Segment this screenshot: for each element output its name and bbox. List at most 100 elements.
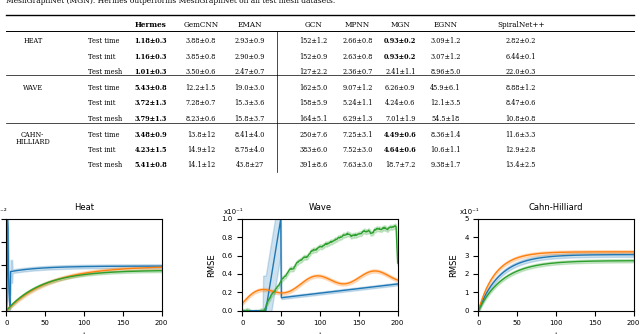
Text: Test init: Test init xyxy=(88,53,115,60)
Text: 6.44±0.1: 6.44±0.1 xyxy=(506,53,536,60)
Text: 43.8±27: 43.8±27 xyxy=(236,161,264,169)
Text: Test mesh: Test mesh xyxy=(88,115,122,123)
Text: 7.52±3.0: 7.52±3.0 xyxy=(342,146,373,154)
Text: 164±5.1: 164±5.1 xyxy=(300,115,328,123)
Text: 3.48±0.9: 3.48±0.9 xyxy=(134,131,167,139)
Title: Wave: Wave xyxy=(308,203,332,212)
Text: 9.38±1.7: 9.38±1.7 xyxy=(430,161,461,169)
Text: 13.8±12: 13.8±12 xyxy=(187,131,215,139)
Title: Heat: Heat xyxy=(74,203,94,212)
Text: 5.43±0.8: 5.43±0.8 xyxy=(134,84,167,92)
Text: 8.47±0.6: 8.47±0.6 xyxy=(506,99,536,107)
Text: 1.18±0.3: 1.18±0.3 xyxy=(134,37,167,45)
Y-axis label: RMSE: RMSE xyxy=(207,253,216,277)
Text: 12.1±3.5: 12.1±3.5 xyxy=(430,99,461,107)
Text: EMAN: EMAN xyxy=(237,21,262,29)
Text: MPNN: MPNN xyxy=(345,21,370,29)
Text: 391±8.6: 391±8.6 xyxy=(300,161,328,169)
Text: 8.23±0.6: 8.23±0.6 xyxy=(186,115,216,123)
Text: x10⁻¹: x10⁻¹ xyxy=(460,209,479,215)
Title: Cahn-Hilliard: Cahn-Hilliard xyxy=(529,203,583,212)
Text: 2.66±0.8: 2.66±0.8 xyxy=(342,37,373,45)
Text: GemCNN: GemCNN xyxy=(183,21,218,29)
Text: 19.0±3.0: 19.0±3.0 xyxy=(235,84,265,92)
Text: 6.29±1.3: 6.29±1.3 xyxy=(342,115,373,123)
Text: 4.23±1.5: 4.23±1.5 xyxy=(134,146,167,154)
Text: MGN: MGN xyxy=(390,21,410,29)
Text: 10.8±0.8: 10.8±0.8 xyxy=(506,115,536,123)
Text: 2.93±0.9: 2.93±0.9 xyxy=(235,37,265,45)
Text: HILLIARD: HILLIARD xyxy=(15,138,50,146)
Text: 13.4±2.5: 13.4±2.5 xyxy=(506,161,536,169)
Text: 22.0±0.3: 22.0±0.3 xyxy=(506,68,536,76)
X-axis label: t: t xyxy=(83,332,86,334)
Text: 8.75±4.0: 8.75±4.0 xyxy=(235,146,265,154)
Text: MeshGraphNet (MGN). Hermes outperforms MeshGraphNet on all test mesh datasets.: MeshGraphNet (MGN). Hermes outperforms M… xyxy=(6,0,335,5)
Text: WAVE: WAVE xyxy=(22,84,43,92)
Text: 8.36±1.4: 8.36±1.4 xyxy=(430,131,461,139)
Text: 15.3±3.6: 15.3±3.6 xyxy=(235,99,265,107)
Text: 8.96±5.0: 8.96±5.0 xyxy=(430,68,461,76)
Text: 3.07±1.2: 3.07±1.2 xyxy=(430,53,461,60)
Text: Test time: Test time xyxy=(88,84,120,92)
Text: 2.41±1.1: 2.41±1.1 xyxy=(385,68,415,76)
Text: 5.41±0.8: 5.41±0.8 xyxy=(134,161,167,169)
Text: SpiralNet++: SpiralNet++ xyxy=(497,21,545,29)
Text: 3.09±1.2: 3.09±1.2 xyxy=(430,37,461,45)
Text: 3.85±0.8: 3.85±0.8 xyxy=(186,53,216,60)
Text: 45.9±6.1: 45.9±6.1 xyxy=(430,84,461,92)
Text: x10⁻¹: x10⁻¹ xyxy=(224,209,243,215)
Text: 2.90±0.9: 2.90±0.9 xyxy=(235,53,265,60)
Text: 8.88±1.2: 8.88±1.2 xyxy=(506,84,536,92)
Text: 18.7±7.2: 18.7±7.2 xyxy=(385,161,415,169)
Text: 54.5±18: 54.5±18 xyxy=(431,115,460,123)
Text: 1.01±0.3: 1.01±0.3 xyxy=(134,68,167,76)
Text: 12.2±1.5: 12.2±1.5 xyxy=(186,84,216,92)
Text: 250±7.6: 250±7.6 xyxy=(300,131,328,139)
Text: 11.6±3.3: 11.6±3.3 xyxy=(506,131,536,139)
Text: GCN: GCN xyxy=(305,21,323,29)
Text: 7.01±1.9: 7.01±1.9 xyxy=(385,115,415,123)
Text: 6.26±0.9: 6.26±0.9 xyxy=(385,84,415,92)
Text: EGNN: EGNN xyxy=(433,21,458,29)
Text: 3.88±0.8: 3.88±0.8 xyxy=(186,37,216,45)
Text: 1.16±0.3: 1.16±0.3 xyxy=(134,53,167,60)
Text: 7.25±3.1: 7.25±3.1 xyxy=(342,131,373,139)
Text: 7.28±0.7: 7.28±0.7 xyxy=(186,99,216,107)
Text: Test time: Test time xyxy=(88,131,120,139)
Text: 14.9±12: 14.9±12 xyxy=(187,146,215,154)
Text: 7.63±3.0: 7.63±3.0 xyxy=(342,161,373,169)
X-axis label: t: t xyxy=(554,332,557,334)
Text: 15.8±3.7: 15.8±3.7 xyxy=(235,115,265,123)
Text: 10.6±1.1: 10.6±1.1 xyxy=(430,146,461,154)
Text: 3.72±1.3: 3.72±1.3 xyxy=(134,99,167,107)
Text: 0.93±0.2: 0.93±0.2 xyxy=(384,37,417,45)
Text: 152±0.9: 152±0.9 xyxy=(300,53,328,60)
Text: 3.79±1.3: 3.79±1.3 xyxy=(134,115,167,123)
Text: 0.93±0.2: 0.93±0.2 xyxy=(384,53,417,60)
Text: 12.9±2.8: 12.9±2.8 xyxy=(506,146,536,154)
Text: HEAT: HEAT xyxy=(23,37,42,45)
Text: 2.63±0.8: 2.63±0.8 xyxy=(342,53,373,60)
Text: 3.50±0.6: 3.50±0.6 xyxy=(186,68,216,76)
Text: Test init: Test init xyxy=(88,99,115,107)
Text: Hermes: Hermes xyxy=(135,21,166,29)
Text: Test init: Test init xyxy=(88,146,115,154)
Text: 158±5.9: 158±5.9 xyxy=(300,99,328,107)
Text: 4.64±0.6: 4.64±0.6 xyxy=(384,146,417,154)
Text: Test mesh: Test mesh xyxy=(88,161,122,169)
Text: Test mesh: Test mesh xyxy=(88,68,122,76)
X-axis label: t: t xyxy=(318,332,322,334)
Text: 162±5.0: 162±5.0 xyxy=(300,84,328,92)
Text: 8.41±4.0: 8.41±4.0 xyxy=(235,131,265,139)
Text: CAHN-: CAHN- xyxy=(21,131,44,139)
Text: 4.24±0.6: 4.24±0.6 xyxy=(385,99,415,107)
Text: 2.47±0.7: 2.47±0.7 xyxy=(235,68,265,76)
Text: 14.1±12: 14.1±12 xyxy=(187,161,215,169)
Text: Test time: Test time xyxy=(88,37,120,45)
Text: 127±2.2: 127±2.2 xyxy=(300,68,328,76)
Y-axis label: RMSE: RMSE xyxy=(449,253,459,277)
Text: 383±6.0: 383±6.0 xyxy=(300,146,328,154)
Text: x10⁻²: x10⁻² xyxy=(0,209,8,215)
Text: 9.07±1.2: 9.07±1.2 xyxy=(342,84,373,92)
